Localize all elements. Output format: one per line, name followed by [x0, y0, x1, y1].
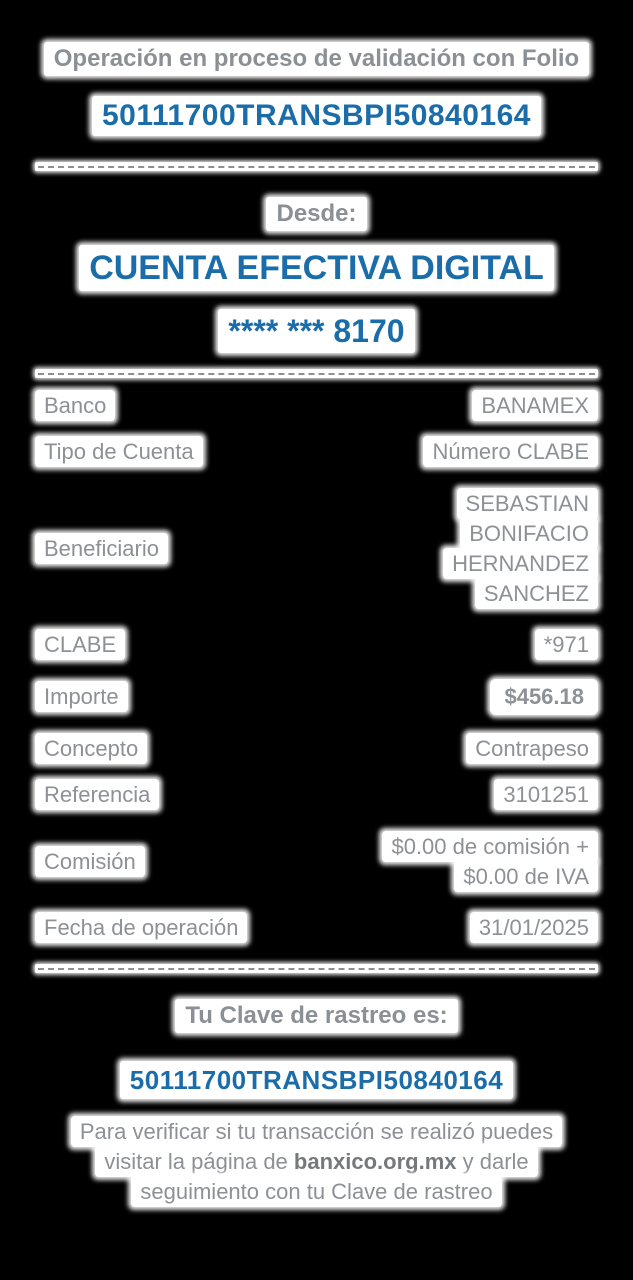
note-line-2-prefix: visitar la página de: [104, 1149, 294, 1174]
transfer-receipt: Operación en proceso de validación con F…: [0, 0, 633, 1205]
comision-line: $0.00 de comisión +: [382, 831, 598, 862]
fecha-operacion-label: Fecha de operación: [35, 912, 248, 943]
concepto-value: Contrapeso: [466, 733, 598, 764]
source-account-name: CUENTA EFECTIVA DIGITAL: [79, 245, 554, 291]
note-line-1: Para verificar si tu transacción se real…: [70, 1116, 563, 1147]
note-line-2: visitar la página de banxico.org.mx y da…: [95, 1146, 538, 1177]
detail-row-concepto: Concepto Contrapeso: [35, 733, 598, 764]
beneficiario-value: SEBASTIAN BONIFACIO HERNANDEZ SANCHEZ: [443, 486, 598, 611]
beneficiario-label: Beneficiario: [35, 532, 168, 564]
validation-header: Operación en proceso de validación con F…: [35, 42, 598, 76]
detail-row-referencia: Referencia 3101251: [35, 779, 598, 810]
referencia-label: Referencia: [35, 779, 160, 810]
note-line-2-suffix: y darle: [456, 1149, 529, 1174]
comision-line: $0.00 de IVA: [454, 861, 598, 892]
dashed-divider: [35, 162, 598, 171]
referencia-value: 3101251: [494, 779, 598, 810]
tipo-cuenta-value: Número CLABE: [423, 436, 598, 467]
source-account-row: CUENTA EFECTIVA DIGITAL: [35, 245, 598, 291]
clabe-label: CLABE: [35, 629, 126, 660]
detail-row-banco: Banco BANAMEX: [35, 390, 598, 421]
tracking-key: 50111700TRANSBPI50840164: [119, 1061, 514, 1099]
clabe-value: *971: [534, 629, 598, 660]
beneficiario-line: SEBASTIAN: [456, 488, 598, 519]
source-account-mask: **** *** 8170: [218, 309, 415, 353]
detail-row-importe: Importe $456.18: [35, 679, 598, 715]
importe-label: Importe: [35, 681, 128, 712]
concepto-label: Concepto: [35, 733, 148, 764]
fecha-operacion-value: 31/01/2025: [469, 912, 598, 943]
comision-label: Comisión: [35, 845, 145, 877]
from-label: Desde:: [266, 197, 367, 231]
comision-value: $0.00 de comisión + $0.00 de IVA: [382, 829, 598, 894]
detail-row-beneficiario: Beneficiario SEBASTIAN BONIFACIO HERNAND…: [35, 486, 598, 611]
beneficiario-line: BONIFACIO: [460, 518, 598, 549]
validation-title: Operación en proceso de validación con F…: [43, 42, 590, 76]
banco-value: BANAMEX: [472, 390, 598, 421]
transfer-details: Banco BANAMEX Tipo de Cuenta Número CLAB…: [35, 378, 598, 943]
detail-row-comision: Comisión $0.00 de comisión + $0.00 de IV…: [35, 829, 598, 894]
banxico-link[interactable]: banxico.org.mx: [293, 1149, 457, 1174]
tracking-label: Tu Clave de rastreo es:: [175, 999, 458, 1033]
dashed-divider: [35, 964, 598, 973]
tipo-cuenta-label: Tipo de Cuenta: [35, 436, 203, 467]
tracking-section: Tu Clave de rastreo es:: [35, 999, 598, 1033]
detail-row-fecha-operacion: Fecha de operación 31/01/2025: [35, 912, 598, 943]
folio-number: 50111700TRANSBPI50840164: [92, 96, 541, 136]
folio-row: 50111700TRANSBPI50840164: [35, 96, 598, 136]
beneficiario-line: SANCHEZ: [474, 578, 598, 609]
detail-row-clabe: CLABE *971: [35, 629, 598, 660]
dashed-divider: [35, 369, 598, 378]
tracking-key-row: 50111700TRANSBPI50840164: [35, 1061, 598, 1099]
beneficiario-line: HERNANDEZ: [443, 548, 598, 579]
verification-note: Para verificar si tu transacción se real…: [35, 1116, 598, 1207]
detail-row-tipo-cuenta: Tipo de Cuenta Número CLABE: [35, 436, 598, 467]
note-line-3: seguimiento con tu Clave de rastreo: [131, 1176, 502, 1207]
from-section: Desde:: [35, 197, 598, 231]
banco-label: Banco: [35, 390, 116, 421]
importe-value: $456.18: [490, 679, 598, 715]
source-account-mask-row: **** *** 8170: [35, 309, 598, 353]
